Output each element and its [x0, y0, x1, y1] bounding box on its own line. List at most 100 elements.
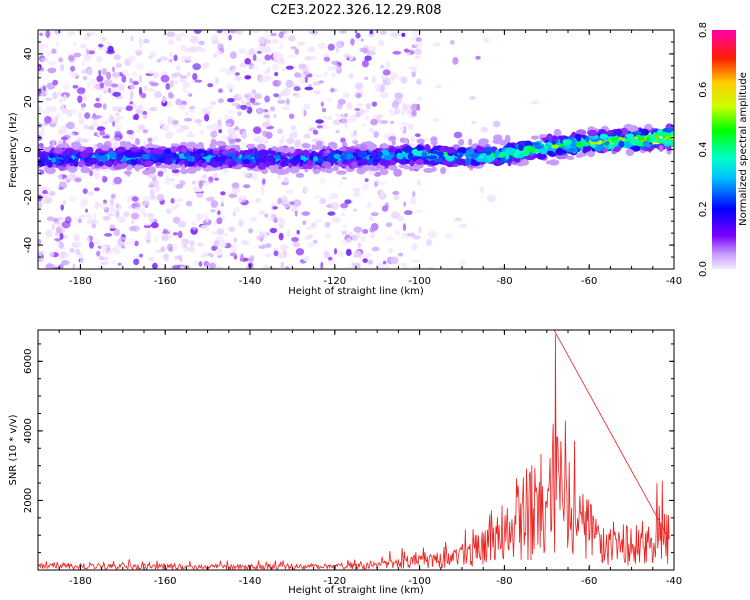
ridge-blob	[564, 139, 572, 145]
colorbar-tick-label: 0.2	[698, 201, 709, 217]
noise-blob	[88, 125, 95, 131]
noise-blob	[270, 106, 276, 112]
noise-blob	[52, 79, 59, 86]
noise-blob	[224, 122, 232, 127]
noise-blob	[324, 221, 331, 228]
noise-blob	[82, 93, 87, 102]
noise-blob	[176, 198, 184, 203]
noise-blob	[130, 212, 140, 220]
noise-blob	[411, 110, 417, 117]
noise-blob	[183, 248, 189, 252]
noise-blob	[271, 202, 279, 206]
noise-blob	[277, 252, 284, 259]
noise-blob	[193, 30, 202, 34]
noise-blob	[150, 221, 159, 229]
noise-blob	[180, 55, 187, 63]
ridge-blob	[145, 144, 151, 149]
noise-blob	[361, 60, 369, 68]
noise-blob	[198, 261, 203, 267]
noise-blob	[323, 250, 330, 259]
noise-blob	[169, 52, 174, 58]
noise-blob	[189, 105, 196, 110]
noise-blob	[127, 72, 131, 78]
noise-blob	[391, 101, 399, 109]
noise-blob	[312, 81, 322, 86]
y-tick-label: 2000	[23, 488, 34, 513]
noise-blob	[307, 46, 316, 53]
noise-blob	[106, 71, 112, 80]
noise-blob	[159, 120, 164, 127]
ridge-blob	[46, 161, 53, 168]
noise-blob	[73, 52, 82, 58]
noise-blob	[258, 210, 266, 215]
noise-blob	[371, 75, 377, 84]
noise-blob	[317, 42, 326, 50]
noise-blob	[340, 41, 345, 46]
x-tick-label: -40	[666, 576, 682, 587]
noise-blob	[72, 85, 79, 89]
noise-blob	[184, 48, 191, 54]
ridge-blob	[302, 163, 310, 169]
y-tick-label: -20	[23, 189, 34, 205]
noise-blob	[385, 236, 394, 241]
ridge-blob	[164, 148, 172, 155]
noise-blob	[80, 138, 90, 143]
noise-blob	[107, 212, 114, 217]
ridge-blob	[331, 143, 338, 150]
noise-blob	[291, 237, 299, 242]
noise-blob	[113, 250, 121, 255]
noise-blob	[72, 42, 77, 46]
ridge-blob	[505, 152, 510, 160]
ridge-blob	[181, 164, 186, 172]
noise-blob	[86, 219, 96, 225]
noise-blob	[69, 247, 75, 253]
ridge-blob	[246, 143, 255, 149]
noise-blob	[213, 33, 219, 39]
ridge-blob	[209, 143, 216, 150]
ridge-blob	[67, 165, 78, 173]
noise-blob	[331, 216, 341, 223]
ridge-blob	[458, 138, 465, 146]
noise-blob	[331, 201, 339, 210]
noise-blob	[246, 106, 253, 114]
noise-blob	[367, 259, 374, 265]
noise-blob	[129, 77, 133, 84]
noise-blob	[304, 235, 312, 240]
ridge-blob	[663, 139, 670, 144]
ridge-blob	[440, 167, 447, 175]
noise-blob	[147, 70, 155, 75]
noise-blob	[116, 209, 120, 218]
noise-blob	[198, 40, 205, 46]
ridge-blob	[398, 164, 409, 169]
ridge-blob	[494, 151, 500, 156]
noise-blob	[204, 114, 210, 122]
noise-blob	[287, 54, 296, 59]
snr-x-axis-label: Height of straight line (km)	[288, 585, 424, 596]
noise-blob	[249, 97, 256, 104]
noise-blob	[243, 94, 250, 98]
noise-blob	[58, 186, 64, 190]
ridge-blob	[403, 145, 413, 153]
noise-blob	[140, 92, 147, 99]
noise-blob	[362, 183, 369, 191]
ridge-blob	[127, 163, 133, 170]
noise-blob	[194, 119, 203, 124]
noise-blob	[228, 226, 236, 233]
noise-blob	[170, 79, 174, 88]
noise-blob	[218, 129, 222, 134]
ridge-blob	[106, 160, 113, 168]
x-tick-label: -120	[323, 276, 346, 287]
noise-blob	[153, 72, 160, 79]
noise-blob	[355, 92, 362, 99]
noise-blob	[271, 39, 279, 45]
noise-blob	[264, 95, 270, 103]
ridge-blob	[372, 161, 379, 166]
noise-blob	[85, 208, 88, 213]
noise-blob	[379, 64, 385, 69]
noise-blob	[327, 43, 335, 51]
noise-blob	[154, 237, 158, 243]
ridge-blob	[123, 170, 132, 175]
noise-blob	[197, 123, 202, 127]
ridge-blob	[151, 144, 160, 149]
